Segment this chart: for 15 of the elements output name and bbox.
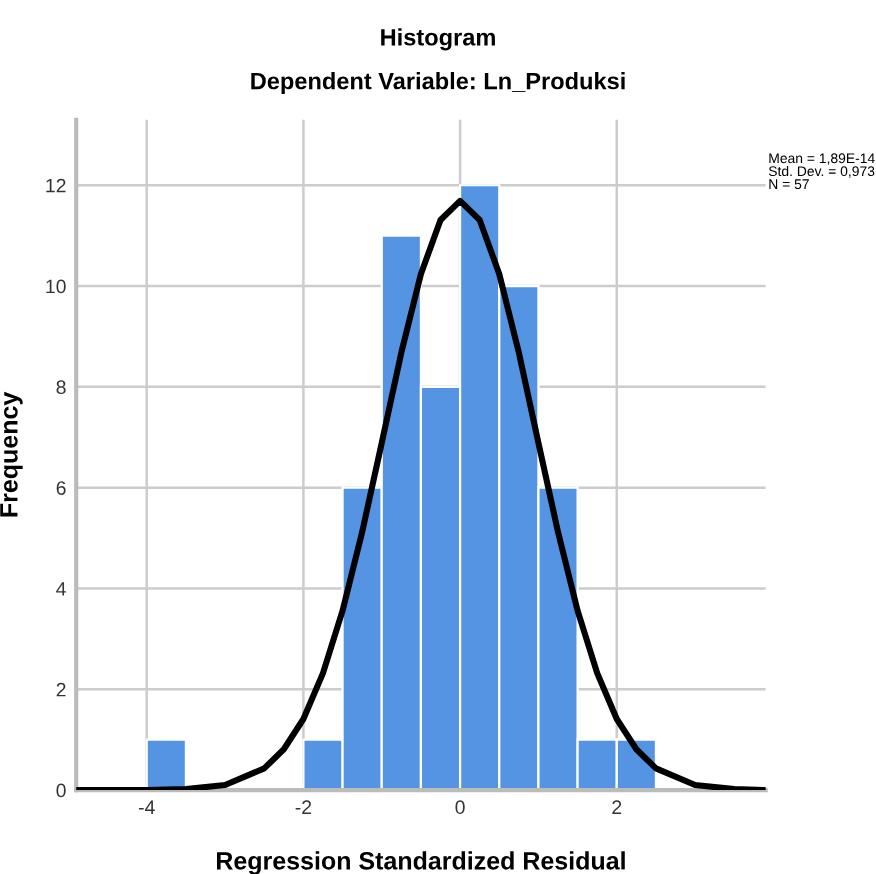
y-tick-label: 10 <box>46 279 66 294</box>
x-tick-label: 0 <box>455 800 465 815</box>
x-tick-label: -2 <box>295 800 312 814</box>
y-axis-title: Frequency <box>0 391 23 517</box>
x-tick-label: 2 <box>612 800 622 814</box>
x-tick-label: -4 <box>138 800 155 814</box>
y-tick-label: 0 <box>56 783 66 798</box>
y-tick-label: 6 <box>56 481 66 495</box>
y-tick-label: 4 <box>56 582 66 596</box>
y-tick-label: 12 <box>46 178 66 193</box>
chart-title: Histogram <box>381 28 495 51</box>
chart-subtitle: Dependent Variable: Ln_Produksi <box>251 72 625 95</box>
y-tick-label: 2 <box>56 682 66 697</box>
x-axis-title: Regression Standardized Residual <box>216 851 625 874</box>
y-tick-label: 8 <box>56 380 66 395</box>
